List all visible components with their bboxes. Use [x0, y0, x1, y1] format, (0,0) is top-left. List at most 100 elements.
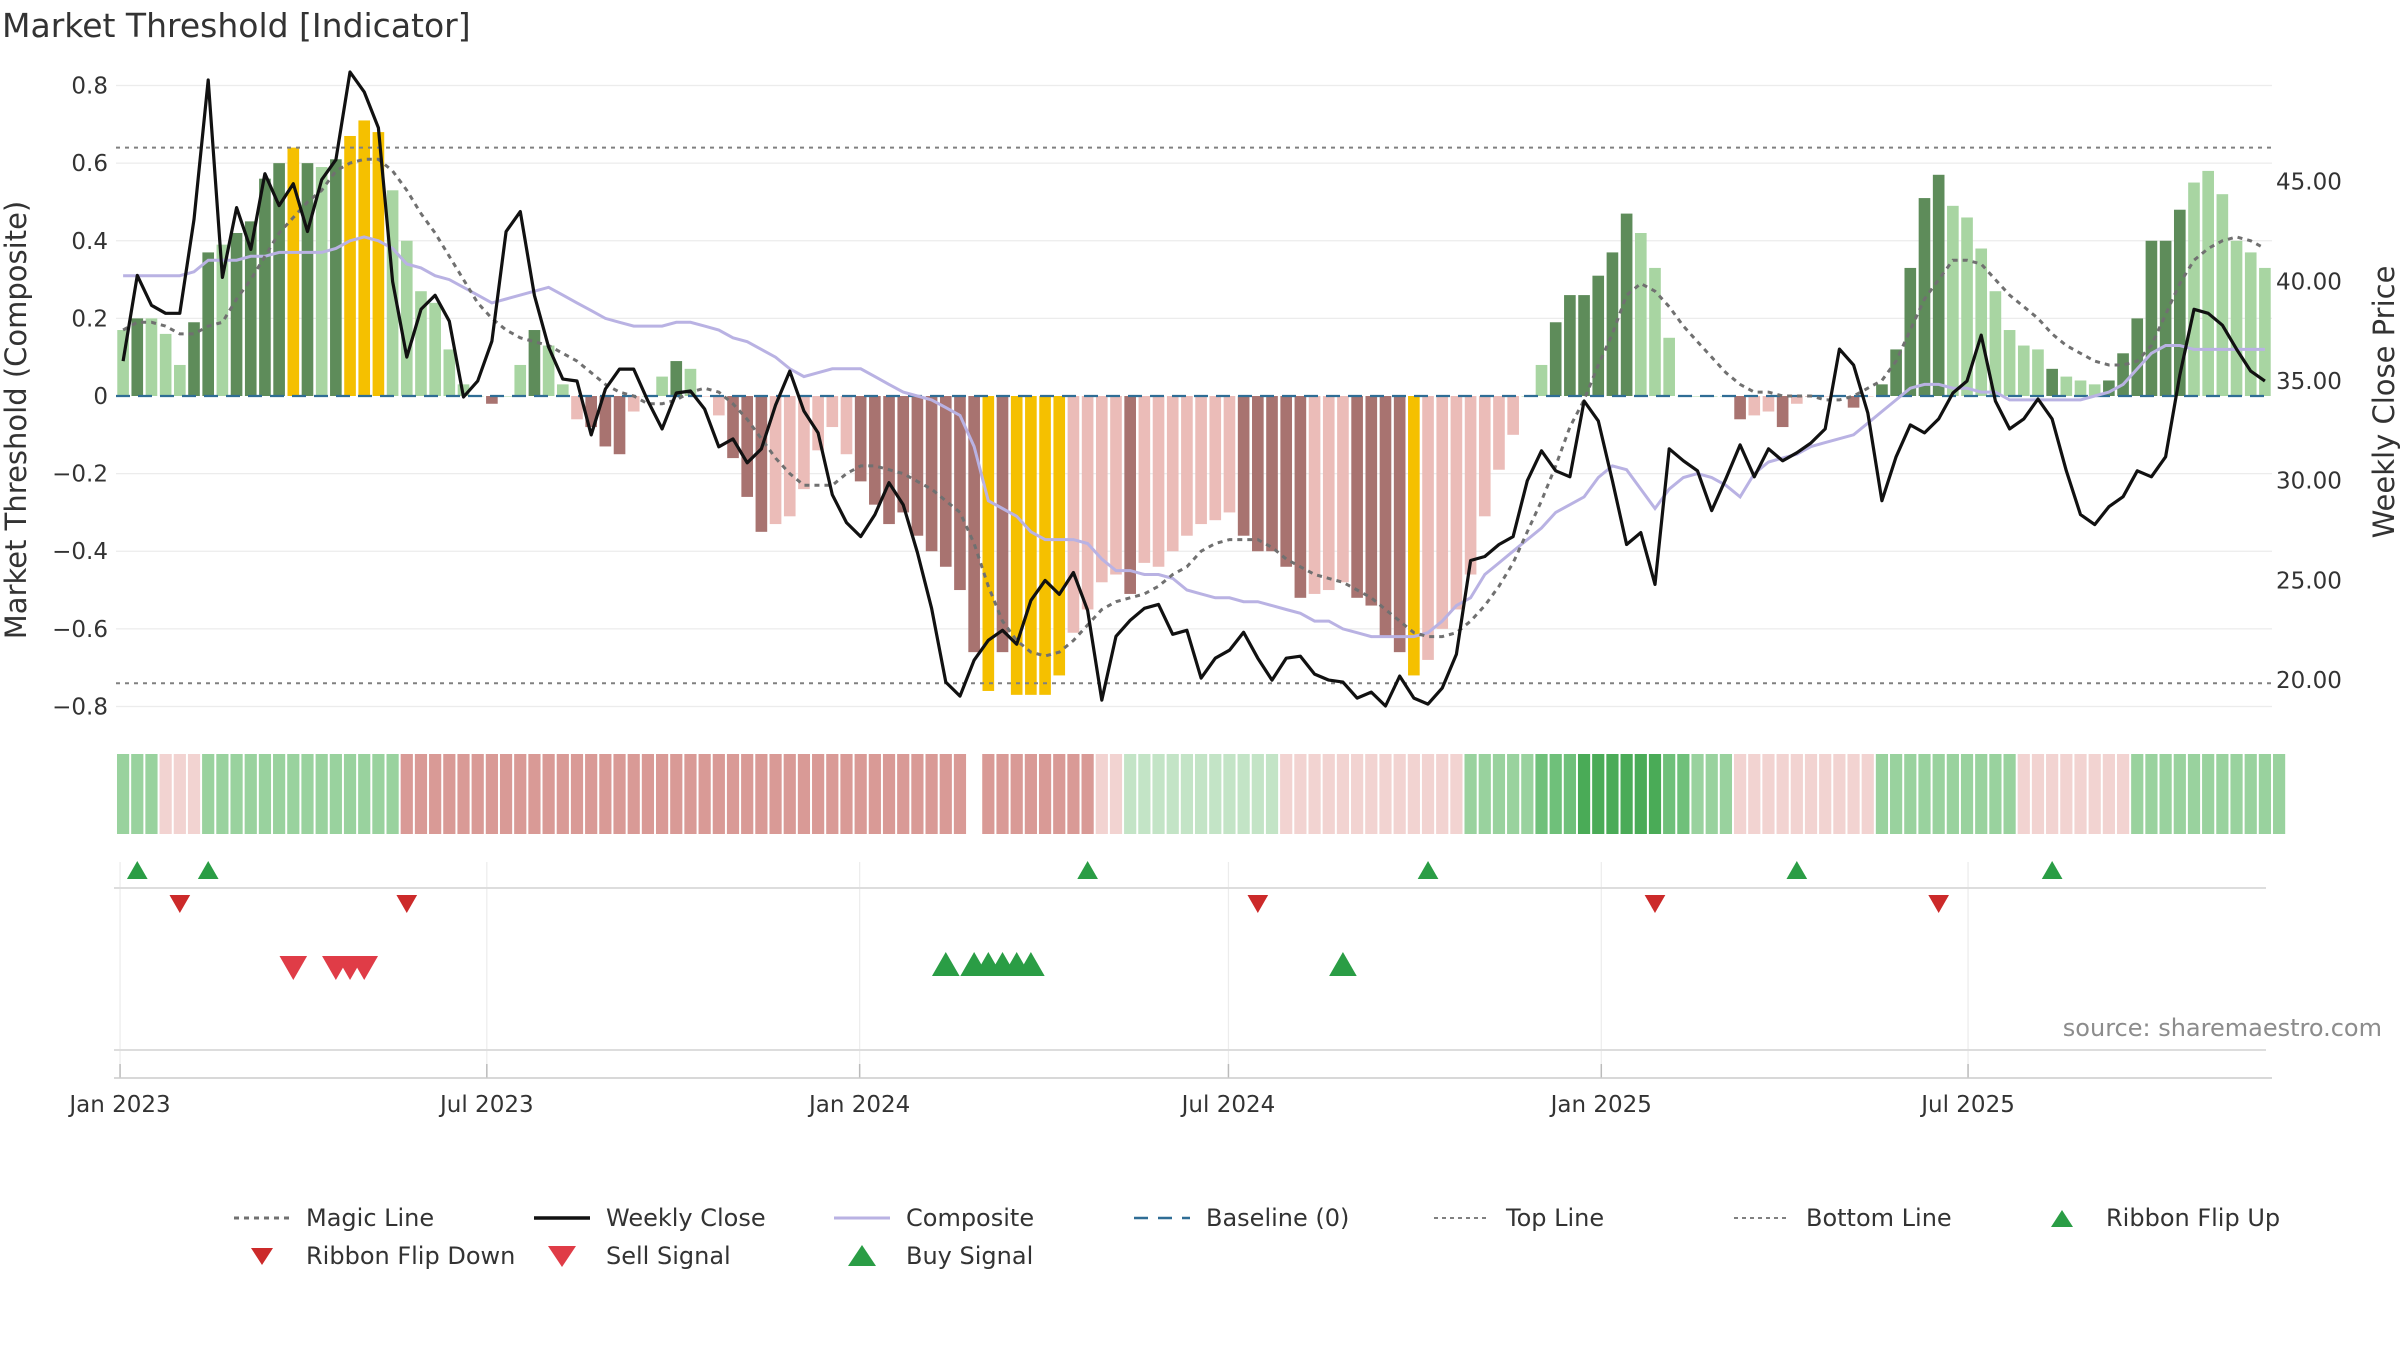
ribbon-segment — [2145, 754, 2158, 834]
legend-label: Weekly Close — [606, 1204, 766, 1232]
histogram-bar — [330, 159, 342, 396]
histogram-bar — [869, 396, 881, 505]
ribbon-segment — [499, 754, 513, 834]
ribbon-segment — [1563, 754, 1576, 834]
histogram-bar — [954, 396, 966, 591]
legend-label: Sell Signal — [606, 1242, 731, 1270]
histogram-bar — [670, 361, 683, 396]
ribbon-segment — [216, 754, 229, 834]
histogram-bar — [1294, 396, 1307, 598]
composite-swatch-icon — [830, 1206, 894, 1230]
histogram-bar — [2244, 252, 2257, 396]
ribbon-flip-up-marker — [1786, 861, 1808, 879]
magic-line — [122, 157, 2266, 658]
histogram-bar — [599, 396, 612, 447]
legend-item-weekly-close: Weekly Close — [530, 1204, 766, 1232]
histogram-bar — [1025, 396, 1037, 695]
histogram-bar — [131, 318, 144, 396]
histogram-bar — [1010, 396, 1023, 695]
ribbon-segment — [1067, 754, 1080, 834]
ribbon-flip-down-swatch-icon — [230, 1244, 294, 1268]
histogram-bar — [1351, 396, 1363, 598]
bottom-line-swatch-icon — [1730, 1206, 1794, 1230]
histogram-bar — [1252, 396, 1264, 552]
histogram-bar — [1819, 396, 1832, 397]
ribbon-segment — [641, 754, 655, 834]
histogram-bar — [1947, 205, 1959, 396]
ribbon-segment — [670, 754, 683, 834]
y-left-tick-label: 0.8 — [71, 74, 108, 100]
ribbon-segment — [698, 754, 711, 834]
ribbon-segment — [556, 754, 569, 834]
ribbon-segment — [230, 754, 243, 834]
histogram-bar — [344, 135, 356, 396]
histogram-bar — [2188, 182, 2200, 396]
histogram-bar — [1209, 396, 1222, 521]
ribbon-segment — [1549, 754, 1562, 834]
ribbon-segment — [1010, 754, 1023, 834]
composite-line — [123, 235, 2265, 639]
histogram-bar — [1507, 396, 1519, 435]
ribbon-flip-down-marker — [1247, 895, 1269, 913]
sell-signal-marker — [350, 956, 379, 980]
histogram-bar — [1592, 275, 1605, 396]
ribbon-segment — [315, 754, 328, 834]
ribbon-segment — [1648, 754, 1662, 834]
ribbon-segment — [854, 754, 867, 834]
histogram-bar — [1876, 384, 1888, 396]
histogram-bar — [1564, 295, 1576, 396]
ribbon-segment — [1507, 754, 1520, 834]
ribbon-segment — [1308, 754, 1321, 834]
ribbon-segment — [925, 754, 938, 834]
legend-item-top-line: Top Line — [1430, 1204, 1604, 1232]
ribbon-segment — [1677, 754, 1690, 834]
histogram-bar — [1890, 349, 1902, 396]
gridlines — [116, 84, 2272, 1064]
histogram-bar — [159, 333, 172, 396]
histogram-bar — [727, 396, 739, 459]
histogram-bar — [301, 163, 314, 396]
ribbon-segment — [372, 754, 385, 834]
ribbon-segment — [1294, 754, 1307, 834]
ribbon-segment — [1038, 754, 1052, 834]
histogram-bar — [2173, 209, 2186, 396]
ribbon-segment — [2031, 754, 2045, 834]
buy-signal-marker — [1017, 952, 1045, 976]
ribbon-segment — [1960, 754, 1974, 834]
histogram-bar — [1053, 396, 1066, 676]
ribbon-segment — [1379, 754, 1392, 834]
ribbon-segment — [1705, 754, 1718, 834]
histogram-bar — [145, 318, 158, 396]
histogram-bar — [202, 252, 215, 396]
histogram-bar — [2103, 380, 2115, 396]
histogram-bar — [443, 349, 456, 396]
ribbon-segment — [1138, 754, 1151, 834]
histogram-bar — [897, 396, 910, 513]
legend-label: Buy Signal — [906, 1242, 1034, 1270]
ribbon-segment — [585, 754, 598, 834]
histogram-bar — [571, 396, 583, 420]
ribbon-segment — [2173, 754, 2186, 834]
legend-item-sell-signal: Sell Signal — [530, 1242, 731, 1270]
histogram-bar — [1095, 396, 1108, 583]
ribbon-segment — [386, 754, 399, 834]
histogram-bar — [1422, 396, 1434, 660]
histogram-bar — [1450, 396, 1463, 610]
ribbon-segment — [1237, 754, 1250, 834]
histogram-bar — [117, 330, 129, 396]
histogram-bar — [1266, 396, 1278, 552]
histogram-bar — [542, 345, 555, 396]
histogram-bar — [1606, 252, 1619, 396]
ribbon-segment — [1152, 754, 1165, 834]
ribbon-segment — [1592, 754, 1605, 834]
legend-item-baseline: Baseline (0) — [1130, 1204, 1349, 1232]
histogram-bar — [1634, 233, 1647, 396]
ribbon-flip-up-marker — [1077, 861, 1098, 879]
legend-item-buy-signal: Buy Signal — [830, 1242, 1033, 1270]
histogram-bar — [1549, 322, 1562, 396]
ribbon-segment — [812, 754, 825, 834]
ribbon-segment — [1918, 754, 1931, 834]
buy-signal-marker — [931, 952, 960, 976]
ribbon-segment — [2116, 754, 2130, 834]
